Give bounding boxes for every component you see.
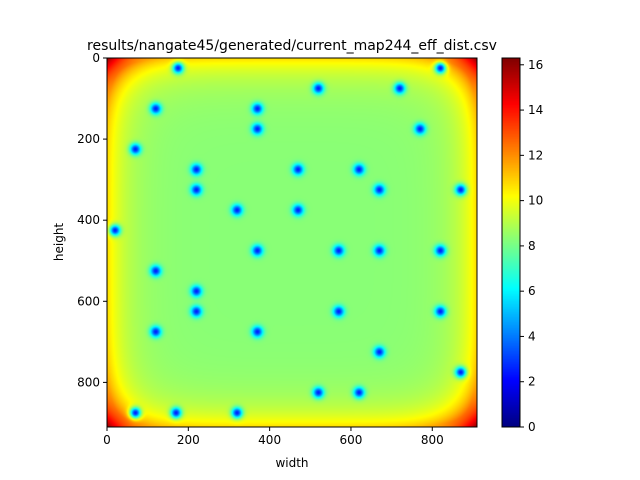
colorbar-raster xyxy=(502,58,520,427)
x-tick-label: 200 xyxy=(177,433,200,447)
y-axis-ticks: 0 200 400 600 800 xyxy=(77,51,107,389)
plot-frame xyxy=(106,57,478,428)
colorbar-frame xyxy=(501,57,521,428)
chart-title: results/nangate45/generated/current_map2… xyxy=(87,38,497,54)
colorbar-tick-label: 14 xyxy=(528,103,543,117)
colorbar-tick-label: 2 xyxy=(528,375,536,389)
colorbar-tick-label: 4 xyxy=(528,329,536,343)
y-tick-label: 600 xyxy=(77,294,100,308)
x-tick-label: 800 xyxy=(421,433,444,447)
colorbar-tick-label: 12 xyxy=(528,148,543,162)
colorbar-ticks: 0 2 4 6 8 10 12 14 16 xyxy=(520,58,543,434)
y-tick-label: 200 xyxy=(77,132,100,146)
colorbar-tick-label: 0 xyxy=(528,420,536,434)
x-tick-label: 600 xyxy=(340,433,363,447)
x-tick-label: 0 xyxy=(103,433,111,447)
colorbar-gradient xyxy=(502,58,520,427)
colorbar-tick-label: 8 xyxy=(528,239,536,253)
y-tick-label: 0 xyxy=(92,51,100,65)
y-tick-label: 400 xyxy=(77,213,100,227)
y-axis-label: height xyxy=(52,223,66,262)
x-axis-label: width xyxy=(275,456,308,470)
colorbar-tick-label: 10 xyxy=(528,194,543,208)
colorbar-tick-label: 6 xyxy=(528,284,536,298)
heatmap-raster xyxy=(107,58,477,427)
x-tick-label: 400 xyxy=(258,433,281,447)
x-axis-ticks: 0 200 400 600 800 xyxy=(103,427,444,447)
heatmap-image xyxy=(107,58,477,427)
y-tick-label: 800 xyxy=(77,375,100,389)
colorbar-tick-label: 16 xyxy=(528,58,543,72)
